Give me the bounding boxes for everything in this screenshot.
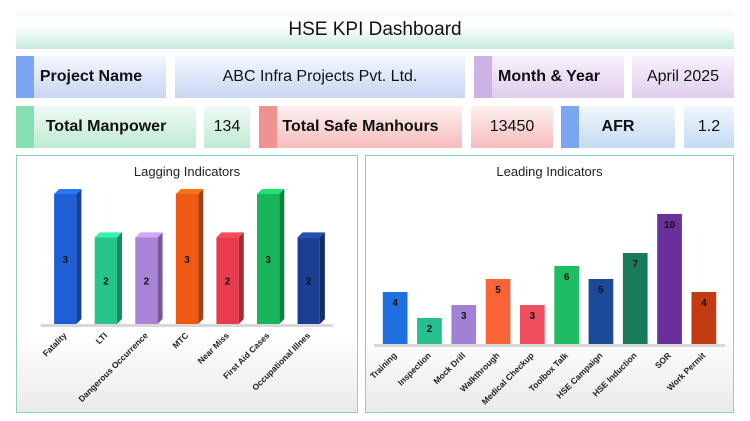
- leading-chart-title: Leading Indicators: [496, 164, 603, 179]
- bar: [297, 237, 320, 324]
- data-label: 3: [265, 255, 271, 266]
- project-label-text: Project Name: [39, 68, 143, 85]
- month-year-label: Month & Year: [474, 56, 624, 98]
- bar-side: [238, 232, 244, 324]
- dashboard-title: HSE KPI Dashboard: [16, 11, 734, 49]
- data-label: 6: [564, 272, 570, 283]
- dashboard-title-text: HSE KPI Dashboard: [288, 19, 462, 40]
- bar: [588, 279, 614, 344]
- afr-label-text: AFR: [601, 118, 635, 135]
- data-label: 2: [427, 324, 433, 335]
- bar: [485, 279, 511, 344]
- afr-label: AFR: [561, 106, 675, 148]
- data-label: 2: [306, 277, 312, 288]
- total-manpower-label: Total Manpower: [16, 106, 196, 148]
- bar: [451, 305, 477, 344]
- month-label-text: Month & Year: [498, 68, 600, 85]
- month-accent: [474, 56, 492, 98]
- leading-indicators-panel: Leading Indicators 4 Training 2 Inspection 3…: [365, 155, 734, 413]
- total-manpower-value: 134: [204, 106, 250, 148]
- bar: [417, 318, 442, 344]
- bar: [256, 194, 280, 324]
- bar-side: [76, 189, 82, 324]
- bar: [216, 237, 239, 324]
- data-label: 4: [701, 298, 707, 309]
- category-label: SOR: [653, 350, 673, 370]
- data-label: 3: [461, 311, 467, 322]
- category-label: LTI: [94, 330, 110, 346]
- bar: [382, 292, 408, 344]
- bar-top: [54, 189, 82, 194]
- category-label: Inspection: [396, 350, 433, 387]
- project-name-label: Project Name: [16, 56, 166, 98]
- bar-side: [157, 232, 163, 324]
- total-safe-manhours-value: 13450: [471, 106, 553, 148]
- chart-floor: [374, 344, 725, 347]
- bar-top: [256, 189, 285, 194]
- bar-top: [216, 232, 244, 238]
- category-label: Training: [368, 350, 398, 380]
- bar-top: [175, 189, 204, 194]
- afr-value: 1.2: [684, 106, 734, 148]
- month-value-text: April 2025: [646, 68, 720, 85]
- bar: [554, 266, 579, 344]
- category-label: MTC: [170, 330, 190, 350]
- bar: [54, 194, 77, 324]
- month-year-value: April 2025: [632, 56, 734, 98]
- data-label: 7: [632, 259, 638, 270]
- category-label: Dangerous Occurrence: [76, 330, 150, 404]
- data-label: 2: [225, 277, 231, 288]
- bar-top: [297, 232, 325, 238]
- bar-side: [279, 189, 285, 324]
- bar: [135, 237, 158, 324]
- safe-hours-value-text: 13450: [489, 118, 535, 135]
- bar: [175, 194, 199, 324]
- bar: [520, 305, 545, 344]
- category-label: Fatality: [41, 330, 69, 358]
- bar-side: [198, 189, 204, 324]
- project-name-value: ABC Infra Projects Pvt. Ltd.: [175, 56, 465, 98]
- manpower-accent: [16, 106, 34, 148]
- afr-value-text: 1.2: [697, 118, 721, 135]
- bar-side: [117, 232, 123, 324]
- safe-hours-accent: [259, 106, 277, 148]
- bar: [622, 253, 648, 344]
- data-label: 2: [144, 277, 150, 288]
- manpower-label-text: Total Manpower: [45, 118, 167, 135]
- bar: [657, 214, 682, 344]
- total-safe-manhours-label: Total Safe Manhours: [259, 106, 462, 148]
- data-label: 2: [103, 277, 109, 288]
- bar-side: [319, 232, 325, 324]
- data-label: 5: [495, 285, 501, 296]
- bar: [691, 292, 717, 344]
- category-label: Near Miss: [196, 330, 232, 366]
- bar: [94, 237, 118, 324]
- bar-top: [135, 232, 163, 238]
- project-value-text: ABC Infra Projects Pvt. Ltd.: [222, 68, 418, 85]
- safe-hours-label-text: Total Safe Manhours: [282, 118, 439, 135]
- data-label: 4: [392, 298, 398, 309]
- bar-top: [94, 232, 123, 238]
- data-label: 5: [598, 285, 604, 296]
- manpower-value-text: 134: [213, 118, 241, 135]
- project-accent: [16, 56, 34, 98]
- data-label: 3: [530, 311, 536, 322]
- category-label: Mock Drill: [431, 350, 467, 386]
- data-label: 10: [664, 220, 676, 231]
- afr-accent: [561, 106, 579, 148]
- lagging-indicators-chart: 3 Fatality 2 LTI 2 Dangerous Occurrence 3 MTC 2 N…: [41, 189, 333, 404]
- lagging-indicators-panel: Lagging Indicators 3 Fatality 2 LTI 2 Dangero…: [16, 155, 358, 413]
- data-label: 3: [184, 255, 190, 266]
- lagging-chart-title: Lagging Indicators: [133, 164, 241, 179]
- chart-floor: [41, 324, 333, 327]
- data-label: 3: [63, 255, 69, 266]
